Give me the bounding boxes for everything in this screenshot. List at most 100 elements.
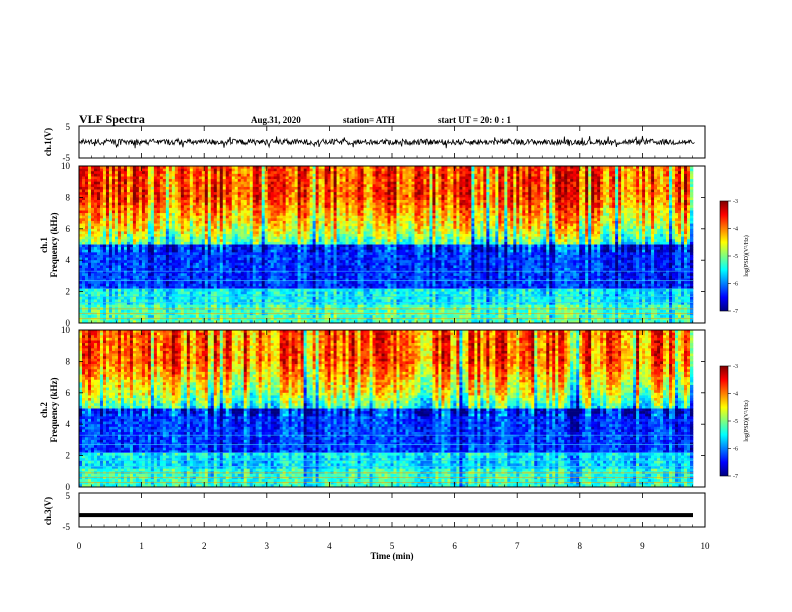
spectrogram-cell xyxy=(597,171,601,175)
spectrogram-cell xyxy=(447,218,451,222)
spectrogram-cell xyxy=(99,223,104,227)
spectrogram-cell xyxy=(198,192,203,196)
spectrogram-cell xyxy=(234,173,239,177)
spectrogram-cell xyxy=(285,186,289,190)
spectrogram-cell xyxy=(636,200,640,203)
spectrogram-cell xyxy=(363,226,367,230)
spectrogram-cell xyxy=(183,218,188,222)
spectrogram-cell xyxy=(639,202,643,206)
spectrogram-cell xyxy=(297,184,301,188)
spectrogram-cell xyxy=(540,197,544,201)
spectrogram-cell xyxy=(225,197,230,201)
spectrogram-cell xyxy=(576,218,580,222)
spectrogram-cell xyxy=(210,168,215,172)
spectrogram-cell xyxy=(216,168,221,172)
spectrogram-cell xyxy=(135,200,140,203)
spectrogram-cell xyxy=(375,223,379,227)
spectrogram-cell xyxy=(240,192,245,196)
spectrogram-cell xyxy=(636,168,640,172)
spectrogram-cell xyxy=(417,202,421,206)
spectrogram-cell xyxy=(648,168,652,172)
spectrogram-cell xyxy=(519,213,523,217)
spectrogram-cell xyxy=(171,228,176,232)
spectrogram-cell xyxy=(285,173,289,177)
spectrogram-cell xyxy=(216,184,221,188)
spectrogram-cell xyxy=(138,184,143,188)
spectrogram-cell xyxy=(279,166,283,169)
spectrogram-cell xyxy=(594,168,598,172)
spectrogram-cell xyxy=(468,197,472,201)
spectrogram-cell xyxy=(363,194,367,198)
spectrogram-cell xyxy=(90,213,95,217)
spectrogram-cell xyxy=(402,220,406,224)
spectrogram-cell xyxy=(345,210,349,214)
spectrogram-cell xyxy=(453,215,457,219)
spectrogram-cell xyxy=(519,176,523,180)
spectrogram-cell xyxy=(225,186,230,190)
spectrogram-cell xyxy=(114,207,119,211)
spectrogram-cell xyxy=(465,197,469,201)
spectrogram-cell xyxy=(330,213,334,217)
spectrogram-cell xyxy=(261,171,265,175)
spectrogram-cell xyxy=(186,205,191,209)
spectrogram-cell xyxy=(123,168,128,172)
spectrogram-cell xyxy=(228,210,233,214)
spectrogram-cell xyxy=(177,184,182,188)
spectrogram-cell xyxy=(468,173,472,177)
spectrogram-cell xyxy=(378,218,382,222)
spectrogram-cell xyxy=(615,218,619,222)
spectrogram-cell xyxy=(273,181,277,185)
spectrogram-cell xyxy=(84,215,89,219)
spectrogram-cell xyxy=(573,218,577,222)
spectrogram-cell xyxy=(324,181,328,185)
spectrogram-cell xyxy=(243,189,248,193)
spectrogram-cell xyxy=(612,218,616,222)
spectrogram-cell xyxy=(342,207,346,211)
spectrogram-cell xyxy=(411,223,415,227)
spectrogram-cell xyxy=(552,179,556,182)
spectrogram-cell xyxy=(393,213,397,217)
spectrogram-cell xyxy=(339,202,343,206)
spectrogram-cell xyxy=(399,207,403,211)
spectrogram-cell xyxy=(645,220,649,224)
spectrogram-cell xyxy=(255,200,260,203)
spectrogram-cell xyxy=(645,213,649,217)
spectrogram-cell xyxy=(510,192,514,196)
spectrogram-cell xyxy=(105,189,110,193)
spectrogram-cell xyxy=(150,184,155,188)
spectrogram-cell xyxy=(612,200,616,203)
spectrogram-cell xyxy=(195,205,200,209)
spectrogram-cell xyxy=(213,173,218,177)
spectrogram-cell xyxy=(333,181,337,185)
spectrogram-cell xyxy=(198,189,203,193)
spectrogram-cell xyxy=(246,166,251,169)
spectrogram-cell xyxy=(438,218,442,222)
spectrogram-cell xyxy=(387,200,391,203)
spectrogram-cell xyxy=(675,226,679,230)
spectrogram-cell xyxy=(582,189,586,193)
spectrogram-cell xyxy=(312,179,316,182)
spectrogram-cell xyxy=(276,226,280,230)
spectrogram-cell xyxy=(678,200,682,203)
spectrogram-cell xyxy=(144,223,149,227)
spectrogram-cell xyxy=(273,202,277,206)
spectrogram-cell xyxy=(339,176,343,180)
spectrogram-cell xyxy=(573,179,577,182)
spectrogram-cell xyxy=(273,220,277,224)
spectrogram-cell xyxy=(111,220,116,224)
spectrogram-cell xyxy=(327,179,331,182)
spectrogram-cell xyxy=(657,207,661,211)
spectrogram-cell xyxy=(564,189,568,193)
spectrogram-cell xyxy=(195,226,200,230)
spectrogram-cell xyxy=(465,213,469,217)
spectrogram-cell xyxy=(450,192,454,196)
spectrogram-cell xyxy=(675,202,679,206)
spectrogram-cell xyxy=(381,218,385,222)
spectrogram-cell xyxy=(141,220,146,224)
spectrogram-cell xyxy=(99,218,104,222)
spectrogram-cell xyxy=(282,226,286,230)
spectrogram-cell xyxy=(690,210,694,214)
spectrogram-cell xyxy=(360,205,364,209)
spectrogram-cell xyxy=(285,166,289,169)
spectrogram-cell xyxy=(306,197,310,201)
